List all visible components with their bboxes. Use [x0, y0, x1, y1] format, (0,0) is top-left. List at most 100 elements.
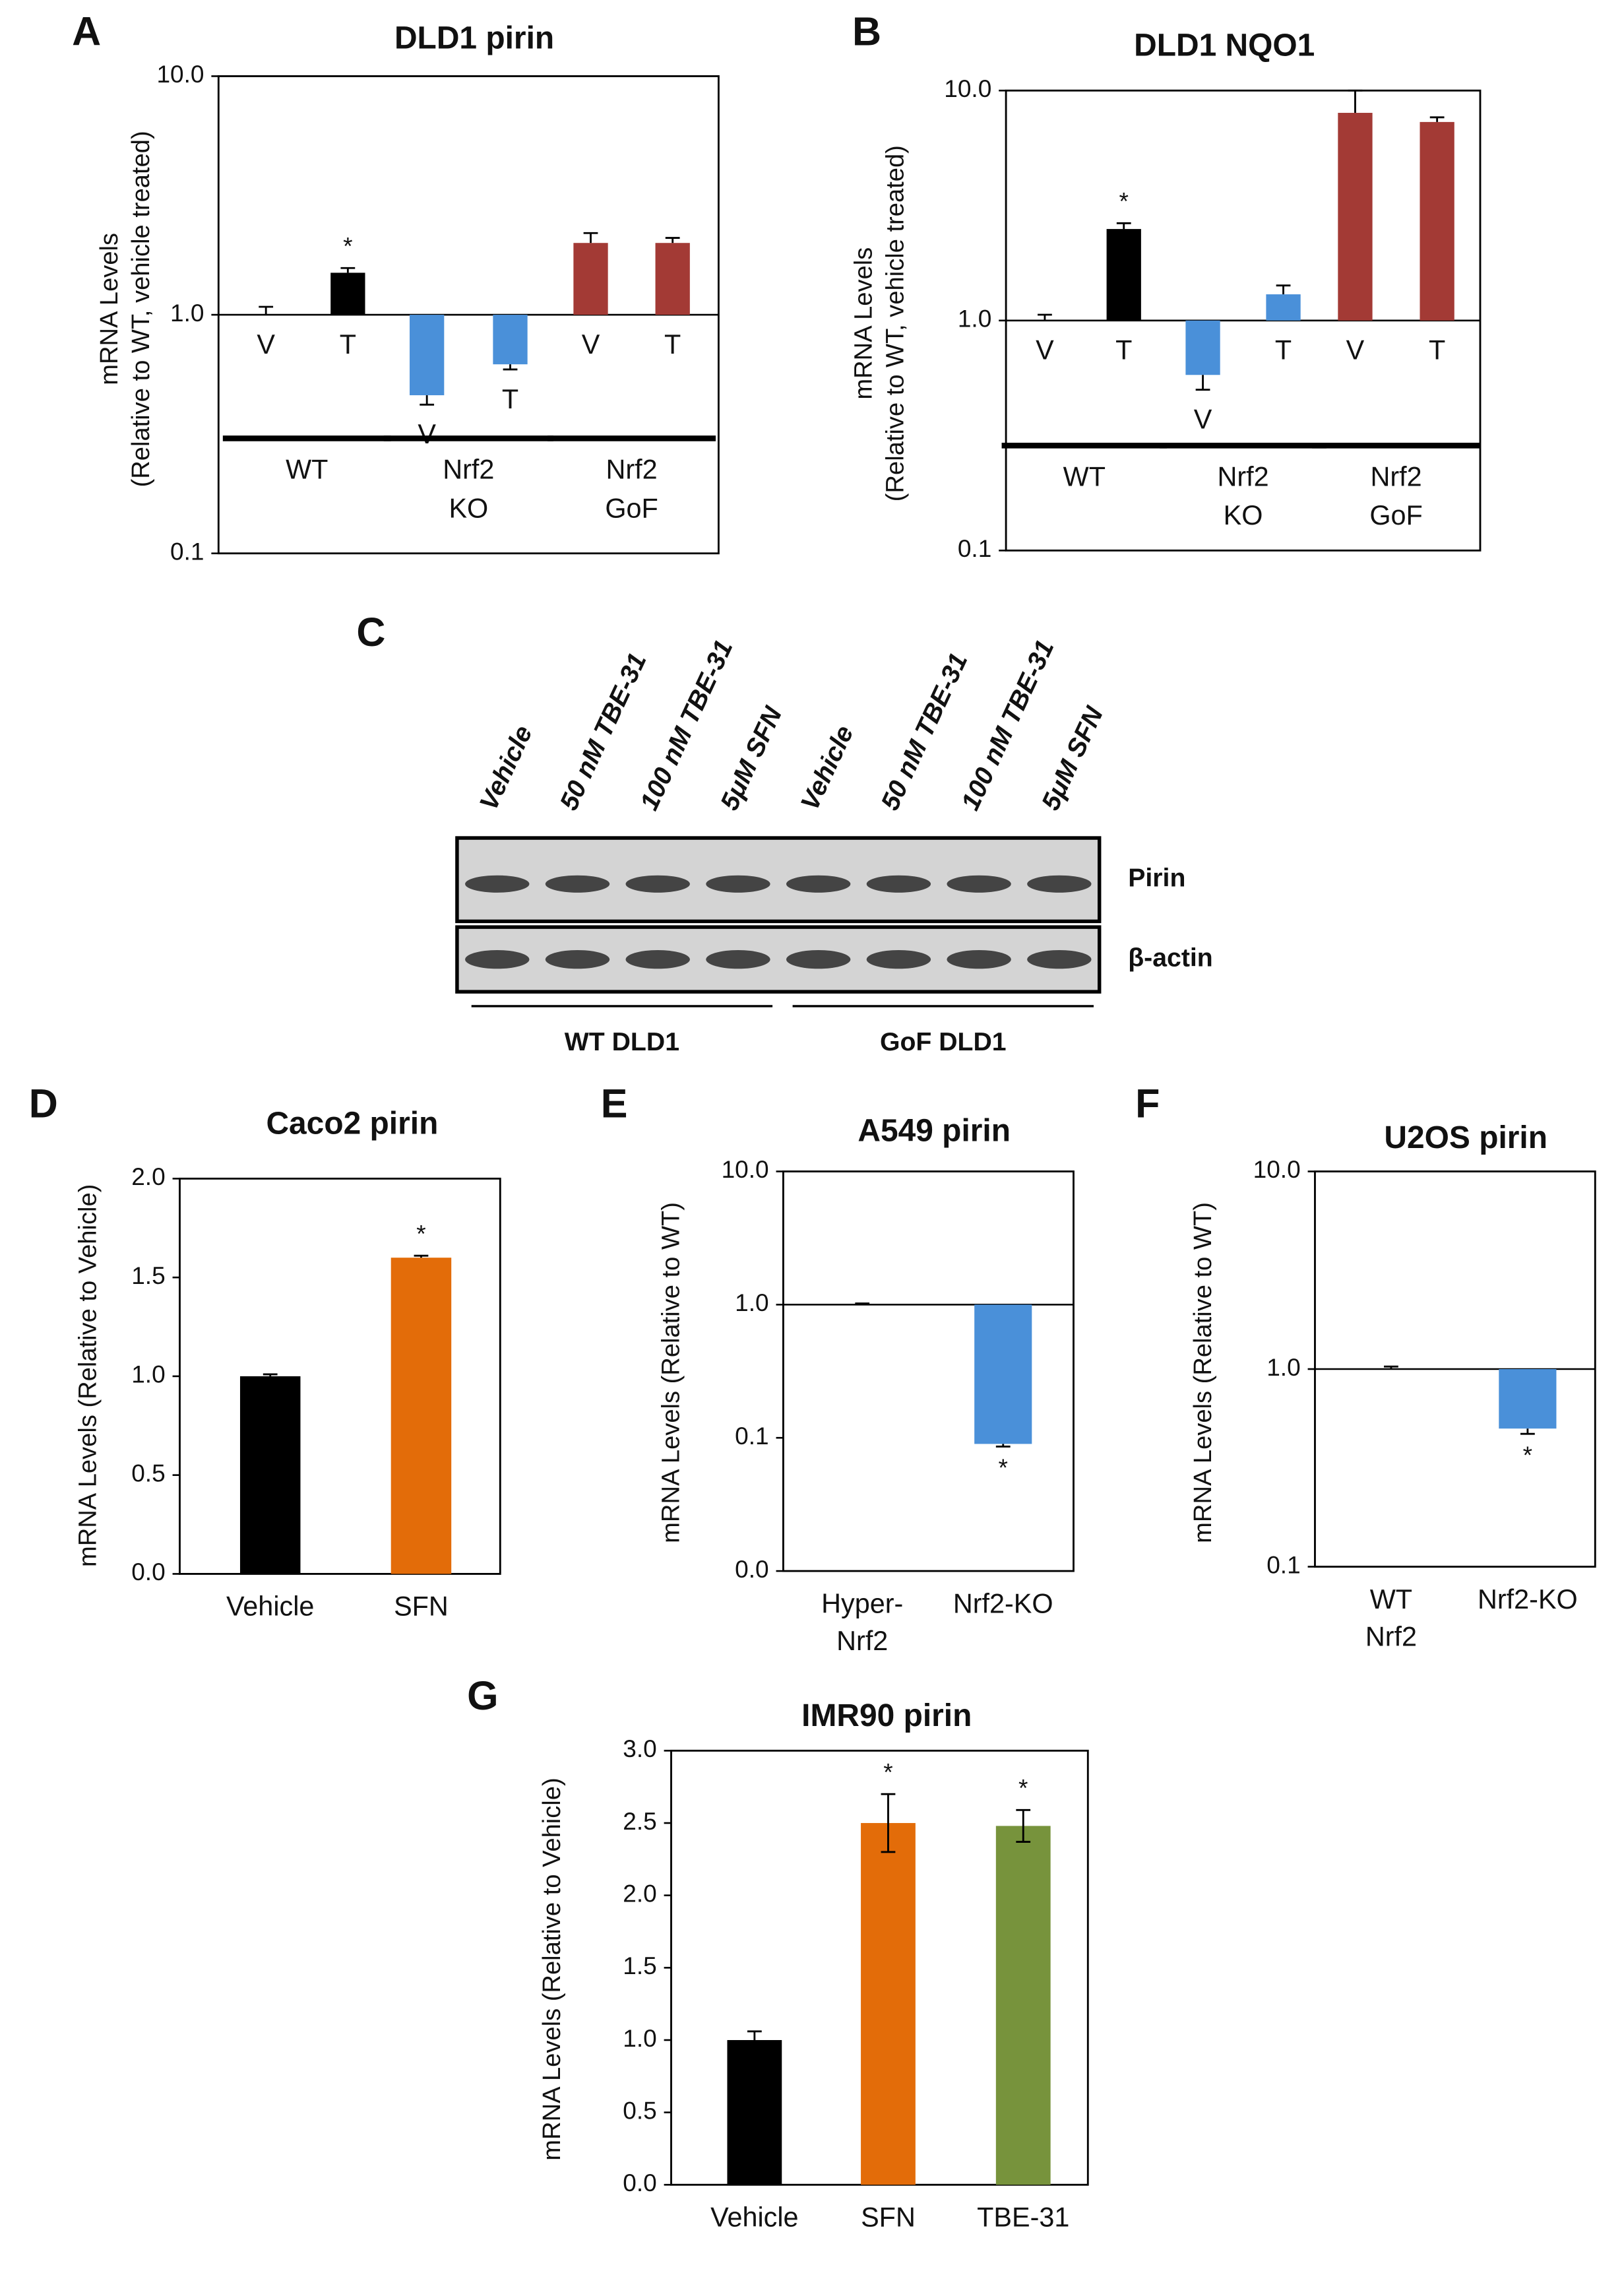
bar — [390, 1258, 452, 1574]
x-tick-label: Hyper- — [821, 1588, 903, 1618]
protein-band — [545, 875, 610, 893]
x-tick-label: T — [1429, 335, 1445, 366]
group-label: Nrf2 — [1370, 461, 1421, 492]
chart-panel: A DLD1 pirin mRNA Levels (Relative to WT, v… — [72, 9, 720, 565]
panel-letter: A — [72, 9, 101, 53]
protein-band — [786, 949, 851, 969]
y-tick-label: 0.0 — [623, 2169, 656, 2196]
protein-band — [947, 949, 1011, 969]
bar — [573, 243, 608, 315]
bar — [655, 243, 690, 315]
x-tick-label: Nrf2-KO — [953, 1588, 1053, 1618]
x-tick-label: SFN — [861, 2202, 916, 2233]
significance-marker: * — [999, 1454, 1008, 1481]
y-tick-label: 3.0 — [623, 1735, 656, 1762]
y-tick-label: 0.1 — [170, 537, 204, 565]
x-tick-label: Nrf2-KO — [1478, 1584, 1578, 1615]
protein-band — [706, 949, 770, 969]
panel-letter: F — [1135, 1081, 1160, 1126]
y-tick-label: 10.0 — [944, 75, 991, 102]
group-label: WT — [286, 454, 328, 484]
chart-panel: F U2OS pirin mRNA Levels (Relative to WT) 0… — [1135, 1081, 1596, 1651]
y-tick-label: 0.1 — [1266, 1551, 1300, 1578]
group-label: Nrf2 — [443, 454, 494, 484]
chart-panel: B DLD1 NQO1 mRNA Levels (Relative to WT, ve… — [850, 9, 1482, 562]
protein-band — [465, 949, 530, 969]
significance-marker: * — [416, 1219, 425, 1247]
bar — [330, 272, 365, 315]
panel-letter: E — [601, 1081, 628, 1126]
chart-panel: G IMR90 pirin mRNA Levels (Relative to Veh… — [467, 1673, 1089, 2233]
bar — [1106, 229, 1141, 321]
chart-title: DLD1 NQO1 — [1134, 28, 1315, 63]
bar — [974, 1304, 1032, 1444]
plot-frame — [782, 1170, 1075, 1572]
group-label: GoF DLD1 — [880, 1028, 1007, 1056]
band-label: Pirin — [1128, 864, 1185, 893]
chart-title: U2OS pirin — [1384, 1120, 1547, 1155]
chart-panel: D Caco2 pirin mRNA Levels (Relative to Veh… — [29, 1081, 501, 1622]
y-tick-label: 1.0 — [735, 1289, 768, 1316]
protein-band — [1027, 875, 1092, 893]
y-tick-label: 10.0 — [1253, 1155, 1301, 1183]
x-tick-label: V — [418, 419, 436, 449]
band-label: β-actin — [1128, 944, 1212, 972]
group-label: Nrf2 — [606, 454, 658, 484]
bar — [1185, 320, 1220, 375]
protein-band — [866, 949, 931, 969]
x-tick-label: T — [1115, 335, 1132, 366]
bar — [1266, 294, 1301, 321]
x-tick-label: Nrf2 — [836, 1626, 888, 1656]
y-axis-label: mRNA Levels — [850, 247, 878, 400]
y-tick-label: 1.5 — [623, 1952, 656, 1979]
protein-band — [706, 875, 770, 893]
y-tick-label: 0.0 — [735, 1555, 768, 1583]
y-tick-label: 1.0 — [131, 1360, 165, 1388]
x-tick-label: WT — [1370, 1584, 1412, 1615]
y-axis-label: mRNA Levels (Relative to Vehicle) — [538, 1777, 566, 2160]
bar — [493, 315, 528, 365]
chart-title: Caco2 pirin — [266, 1106, 438, 1141]
y-tick-label: 0.5 — [131, 1459, 165, 1487]
x-tick-label: T — [1275, 335, 1292, 366]
x-tick-label: SFN — [394, 1591, 449, 1622]
x-tick-label: T — [502, 384, 518, 414]
bar — [1499, 1369, 1557, 1429]
x-tick-label: T — [340, 329, 356, 360]
protein-band — [1027, 949, 1092, 969]
y-tick-label: 1.0 — [170, 299, 204, 327]
panel-letter: D — [29, 1081, 58, 1126]
protein-band — [866, 875, 931, 893]
y-axis-label: (Relative to WT, vehicle treated) — [127, 131, 155, 487]
x-tick-label: Vehicle — [226, 1591, 314, 1622]
group-label: KO — [449, 493, 488, 523]
chart-title: A549 pirin — [858, 1113, 1011, 1148]
y-axis-label: mRNA Levels (Relative to Vehicle) — [73, 1184, 102, 1567]
y-axis-label: mRNA Levels — [95, 233, 123, 385]
group-label: GoF — [1369, 500, 1422, 530]
bar — [1420, 121, 1454, 321]
chart-panel: E A549 pirin mRNA Levels (Relative to WT) 0… — [601, 1081, 1075, 1656]
chart-title: DLD1 pirin — [394, 21, 554, 56]
y-tick-label: 2.0 — [623, 1879, 656, 1907]
x-tick-label: V — [1346, 335, 1365, 366]
protein-band — [625, 875, 690, 893]
protein-band — [786, 875, 851, 893]
group-label: WT — [1063, 461, 1106, 492]
y-axis-label: mRNA Levels (Relative to WT) — [657, 1202, 685, 1543]
x-tick-label: Vehicle — [710, 2202, 798, 2233]
bar — [410, 315, 445, 396]
significance-marker: * — [1523, 1441, 1532, 1469]
group-label: Nrf2 — [1217, 461, 1268, 492]
protein-band — [625, 949, 690, 969]
bar — [861, 1823, 916, 2185]
y-tick-label: 1.0 — [958, 305, 991, 333]
significance-marker: * — [1018, 1774, 1028, 1802]
chart-title: IMR90 pirin — [801, 1698, 972, 1733]
y-tick-label: 1.0 — [1266, 1353, 1300, 1381]
y-tick-label: 1.5 — [131, 1262, 165, 1289]
x-tick-label: V — [582, 329, 600, 360]
group-label: GoF — [605, 493, 658, 523]
